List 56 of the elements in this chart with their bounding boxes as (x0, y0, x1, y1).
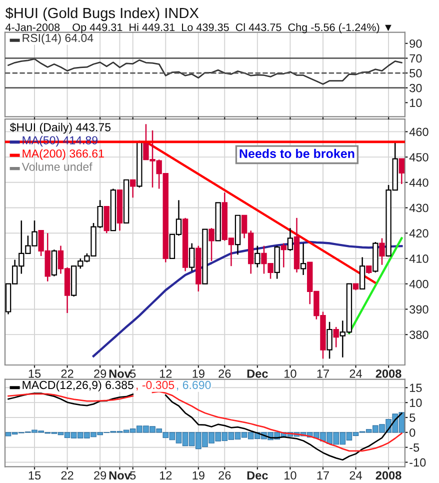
x-tick-label: 26 (218, 369, 231, 378)
x-tick-label: Dec (247, 471, 268, 480)
chart-subtitle: 4-Jan-2008 Op 449.31 Hi 449.31 Lo 439.35 Cl 443.75 Chg -5.56 (-1.24%) ▼ (6, 23, 392, 34)
y-tick-label: -10 (410, 458, 426, 467)
y-tick-label: 430 (409, 204, 428, 212)
x-tick-label: 12 (160, 369, 172, 378)
text: $HUI (Daily) 443.75 (10, 122, 111, 134)
y-tick-label: 420 (409, 229, 428, 238)
y-tick-label: 10 (410, 398, 422, 407)
x-tick-label: 24 (350, 471, 362, 480)
x-tick-label: 19 (192, 369, 204, 378)
y-tick-label: 5 (410, 414, 416, 422)
annotation: Needs to be broken (240, 148, 354, 158)
x-tick-label: 15 (28, 370, 41, 378)
x-tick-label: 10 (284, 471, 296, 480)
y-tick-label: 410 (409, 254, 428, 263)
y-tick-label: 10 (410, 98, 422, 108)
x-tick-label: Dec (247, 370, 268, 378)
chart-title: $HUI (Gold Bugs Index) INDX (5, 7, 199, 22)
legend-label: MA(200) 366.61 (22, 149, 104, 160)
x-tick-label: 2008 (376, 369, 402, 378)
x-tick-label: 29 (94, 471, 106, 480)
x-tick-label: 26 (218, 471, 231, 480)
legend-label: RSI(14) 64.04 (22, 34, 94, 44)
y-tick-label: 90 (410, 39, 422, 48)
series-label: , -0.305 (136, 380, 174, 390)
x-tick-label: 5 (130, 370, 136, 378)
text: , 6.690 (176, 380, 211, 390)
x-tick-label: 24 (350, 369, 362, 378)
x-tick-label: Nov (109, 471, 131, 480)
x-tick-label: 15 (28, 471, 41, 480)
y-tick-label: 15 (410, 384, 422, 392)
y-tick-label: 390 (410, 305, 428, 314)
legend-label: MACD(12,26,9) 6.385 (22, 380, 134, 392)
x-tick-label: 19 (192, 471, 204, 480)
y-tick-label: -5 (410, 443, 420, 452)
y-tick-label: 30 (410, 84, 422, 92)
y-tick-label: 380 (410, 330, 428, 339)
y-tick-label: 440 (409, 178, 428, 187)
x-tick-label: 22 (61, 369, 74, 378)
x-tick-label: 17 (317, 370, 329, 378)
y-tick-label: 460 (409, 128, 428, 136)
y-tick-label: 450 (409, 153, 428, 162)
x-tick-label: Nov (109, 370, 131, 378)
x-tick-label: 12 (160, 471, 172, 480)
y-tick-label: 50 (410, 69, 422, 78)
y-tick-label: 400 (409, 280, 428, 288)
x-tick-label: 29 (94, 369, 106, 378)
x-tick-label: 22 (61, 471, 74, 480)
y-tick-label: 70 (410, 54, 422, 63)
x-tick-label: 5 (130, 471, 136, 480)
y-tick-label: 0 (410, 428, 416, 437)
x-tick-label: 2008 (376, 471, 402, 480)
x-tick-label: 17 (317, 471, 329, 480)
legend-label: Volume undef (22, 162, 92, 171)
x-tick-label: 10 (284, 369, 296, 378)
